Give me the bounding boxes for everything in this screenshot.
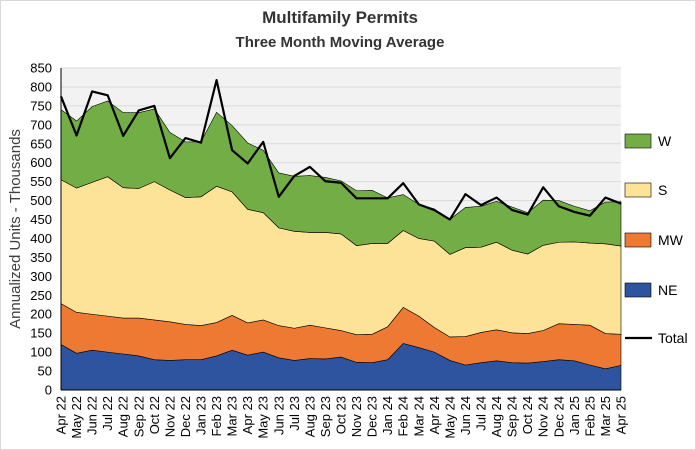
legend-swatch-mw xyxy=(624,232,652,248)
x-tick-label: Mar 25 xyxy=(598,396,613,436)
x-tick-label: Oct 22 xyxy=(147,396,162,434)
x-tick-label: Nov 22 xyxy=(162,396,177,437)
y-axis-ticks: 0 50 100 150 200 250 300 350 400 450 500 550 600 650 7… xyxy=(30,61,52,398)
x-tick-label: Feb 24 xyxy=(396,396,411,436)
x-tick-label: Jul 24 xyxy=(474,396,489,431)
y-tick-label: 750 xyxy=(30,98,52,113)
legend-swatch-w xyxy=(624,133,652,149)
y-tick-label: 700 xyxy=(30,117,52,132)
x-tick-label: Sep 22 xyxy=(131,396,146,437)
y-tick-label: 500 xyxy=(30,193,52,208)
y-tick-label: 650 xyxy=(30,136,52,151)
x-tick-label: May 22 xyxy=(69,396,84,439)
x-tick-label: Aug 22 xyxy=(116,396,131,437)
y-tick-label: 350 xyxy=(30,250,52,265)
y-tick-label: 450 xyxy=(30,212,52,227)
stacked-areas xyxy=(60,100,622,391)
y-tick-label: 100 xyxy=(30,345,52,360)
total-line xyxy=(59,79,622,221)
x-tick-label: Jan 23 xyxy=(194,396,209,435)
y-tick-label: 850 xyxy=(30,61,52,76)
x-tick-label: Apr 22 xyxy=(54,396,69,434)
x-tick-label: Jul 22 xyxy=(100,396,115,431)
x-tick-label: Dec 23 xyxy=(365,396,380,437)
x-axis-ticks: Apr 22 May 22 Jun 22 Jul 22 Aug 22 Sep 22 Oct … xyxy=(54,396,629,439)
x-tick-label: Feb 23 xyxy=(209,396,224,436)
y-tick-label: 800 xyxy=(30,79,52,94)
x-tick-label: Apr 23 xyxy=(240,396,255,434)
y-tick-label: 150 xyxy=(30,326,52,341)
legend-label-mw: MW xyxy=(658,232,684,248)
y-tick-label: 300 xyxy=(30,269,52,284)
x-tick-label: Dec 22 xyxy=(178,396,193,437)
x-tick-label: Aug 24 xyxy=(489,396,504,437)
total-line-group xyxy=(59,68,622,391)
x-tick-label: Jun 24 xyxy=(458,396,473,435)
x-tick-label: Jul 23 xyxy=(287,396,302,431)
legend-swatch-ne xyxy=(624,282,652,298)
legend: W S MW NE Total xyxy=(624,133,688,346)
x-tick-label: Jan 25 xyxy=(567,396,582,435)
x-tick-label: Apr 25 xyxy=(614,396,629,434)
y-tick-label: 0 xyxy=(45,383,52,398)
y-tick-label: 600 xyxy=(30,155,52,170)
x-tick-label: Nov 23 xyxy=(349,396,364,437)
legend-label-total: Total xyxy=(658,330,688,346)
x-tick-label: Sep 24 xyxy=(505,396,520,437)
y-tick-label: 200 xyxy=(30,307,52,322)
y-tick-label: 50 xyxy=(38,364,52,379)
y-tick-label: 250 xyxy=(30,288,52,303)
x-tick-label: Nov 24 xyxy=(536,396,551,437)
x-tick-label: May 24 xyxy=(442,396,457,439)
x-tick-label: Jun 23 xyxy=(271,396,286,435)
chart-subtitle: Three Month Moving Average xyxy=(235,34,445,51)
x-tick-label: Jun 22 xyxy=(85,396,100,435)
x-tick-label: Mar 24 xyxy=(411,396,426,436)
x-tick-label: Oct 23 xyxy=(334,396,349,434)
x-tick-label: Jan 24 xyxy=(380,396,395,435)
legend-swatch-s xyxy=(624,182,652,198)
chart-title: Multifamily Permits xyxy=(262,8,418,27)
x-tick-label: Apr 24 xyxy=(427,396,442,434)
legend-label-ne: NE xyxy=(658,282,677,298)
y-axis-label: Annualized Units - Thousands xyxy=(7,129,24,329)
x-tick-label: Feb 25 xyxy=(582,396,597,436)
x-tick-label: Aug 23 xyxy=(302,396,317,437)
x-tick-label: Mar 23 xyxy=(225,396,240,436)
area-w xyxy=(60,100,622,255)
x-tick-label: May 23 xyxy=(256,396,271,439)
x-tick-label: Dec 24 xyxy=(551,396,566,437)
y-tick-label: 400 xyxy=(30,231,52,246)
x-tick-label: Oct 24 xyxy=(520,396,535,434)
legend-label-w: W xyxy=(658,133,672,149)
y-tick-label: 550 xyxy=(30,174,52,189)
legend-label-s: S xyxy=(658,182,667,198)
x-tick-label: Sep 23 xyxy=(318,396,333,437)
